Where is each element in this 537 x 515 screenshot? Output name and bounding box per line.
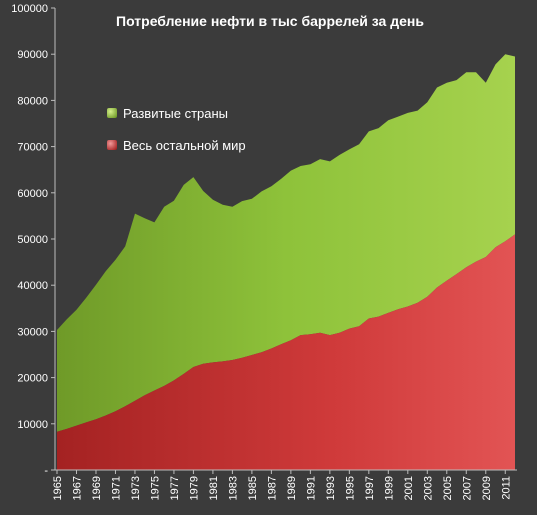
x-ticks: 1965 1967 1969 1971 1973 1975 1977 1979 1981 1983… — [52, 470, 512, 500]
y-tick-label: 60000 — [17, 188, 48, 200]
y-tick-label: 80000 — [17, 95, 48, 107]
legend: Развитые страны Весь остальной мир — [107, 106, 246, 153]
y-tick-label: 70000 — [17, 142, 48, 154]
y-tick-label: - — [44, 465, 48, 477]
legend-label-rest-of-world: Весь остальной мир — [123, 138, 246, 153]
x-tick-label: 2001 — [403, 476, 415, 500]
x-tick-label: 1975 — [149, 476, 161, 500]
y-tick-label: 100000 — [11, 3, 48, 15]
legend-label-developed: Развитые страны — [123, 106, 228, 121]
x-tick-label: 1981 — [208, 476, 220, 500]
y-ticks: - 10000 20000 30000 40000 50000 60000 70000 8000… — [11, 3, 55, 477]
x-tick-label: 1999 — [383, 476, 395, 500]
x-tick-label: 1965 — [52, 476, 64, 500]
x-tick-label: 1993 — [325, 476, 337, 500]
series-developed-area — [57, 54, 515, 432]
x-tick-label: 2009 — [481, 476, 493, 500]
x-tick-label: 2007 — [461, 476, 473, 500]
y-tick-label: 10000 — [17, 419, 48, 431]
y-tick-label: 20000 — [17, 373, 48, 385]
x-tick-label: 1989 — [286, 476, 298, 500]
x-tick-label: 1967 — [72, 476, 84, 500]
legend-swatch-rest-of-world — [107, 140, 117, 150]
x-tick-label: 1983 — [227, 476, 239, 500]
x-tick-label: 1987 — [266, 476, 278, 500]
x-tick-label: 2003 — [422, 476, 434, 500]
legend-swatch-developed — [107, 108, 117, 118]
x-tick-label: 1969 — [91, 476, 103, 500]
x-tick-label: 1977 — [169, 476, 181, 500]
y-tick-label: 40000 — [17, 280, 48, 292]
x-tick-label: 1997 — [364, 476, 376, 500]
x-tick-label: 1973 — [130, 476, 142, 500]
x-tick-label: 1991 — [305, 476, 317, 500]
plot-areas — [57, 54, 515, 470]
x-tick-label: 1971 — [111, 476, 123, 500]
chart-title: Потребление нефти в тыс баррелей за день — [116, 13, 424, 29]
y-tick-label: 50000 — [17, 234, 48, 246]
x-tick-label: 2005 — [442, 476, 454, 500]
y-tick-label: 90000 — [17, 49, 48, 61]
y-tick-label: 30000 — [17, 326, 48, 338]
series-rest-of-world-area — [57, 234, 515, 470]
x-tick-label: 1979 — [188, 476, 200, 500]
x-tick-label: 2011 — [500, 476, 512, 500]
x-tick-label: 1985 — [247, 476, 259, 500]
x-tick-label: 1995 — [344, 476, 356, 500]
